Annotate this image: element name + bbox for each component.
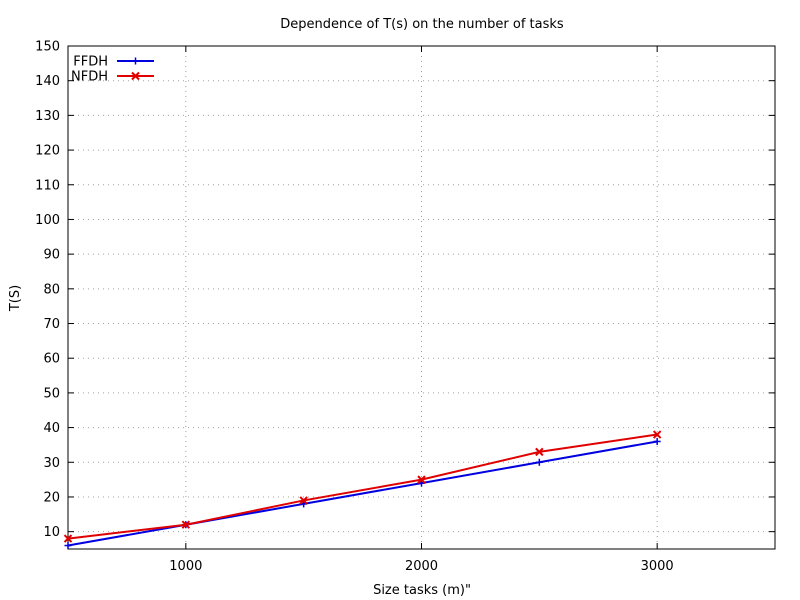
ffdh-point: [535, 458, 543, 466]
legend-marker-ffdh: [132, 57, 139, 65]
y-tick-label: 110: [35, 178, 60, 193]
y-tick-label: 20: [43, 490, 60, 505]
y-tick-label: 130: [35, 109, 60, 124]
y-tick-label: 60: [43, 352, 60, 367]
y-tick-label: 10: [43, 525, 60, 540]
chart-title: Dependence of T(s) on the number of task…: [280, 17, 564, 32]
x-tick-label: 2000: [405, 559, 438, 574]
ffdh-point: [64, 542, 72, 550]
grid-lines: [68, 46, 775, 549]
y-tick-label: 150: [35, 40, 60, 55]
nfdh-point: [535, 447, 544, 457]
axis-ticks: 10 20 30 40 50 60 70 80 90 100 110 120 130 140 150 1000…: [35, 40, 775, 574]
y-tick-label: 80: [43, 282, 60, 297]
y-tick-label: 70: [43, 317, 60, 332]
series-layer: [63, 430, 662, 550]
nfdh-point: [181, 520, 191, 529]
nfdh-point: [417, 475, 426, 484]
x-tick-label: 1000: [169, 559, 202, 574]
nfdh-point: [652, 430, 662, 439]
y-tick-label: 40: [43, 421, 60, 436]
y-tick-label: 50: [43, 386, 60, 401]
ffdh-line: [67, 440, 658, 547]
x-tick-label: 3000: [641, 559, 674, 574]
ffdh-point: [653, 437, 661, 445]
nfdh-point: [63, 534, 73, 543]
legend-marker-nfdh: [131, 71, 140, 81]
nfdh-point: [299, 496, 308, 505]
legend-label-nfdh: NFDH: [71, 70, 108, 85]
x-axis-label: Size tasks (m)": [373, 583, 471, 598]
y-tick-label: 90: [43, 248, 60, 263]
nfdh-line: [67, 433, 658, 540]
y-axis-label: T(S): [8, 285, 23, 312]
y-tick-label: 30: [43, 456, 60, 471]
y-tick-label: 120: [35, 144, 60, 159]
y-tick-label: 100: [35, 213, 60, 228]
legend-label-ffdh: FFDH: [73, 55, 108, 70]
y-tick-label: 140: [35, 74, 60, 89]
